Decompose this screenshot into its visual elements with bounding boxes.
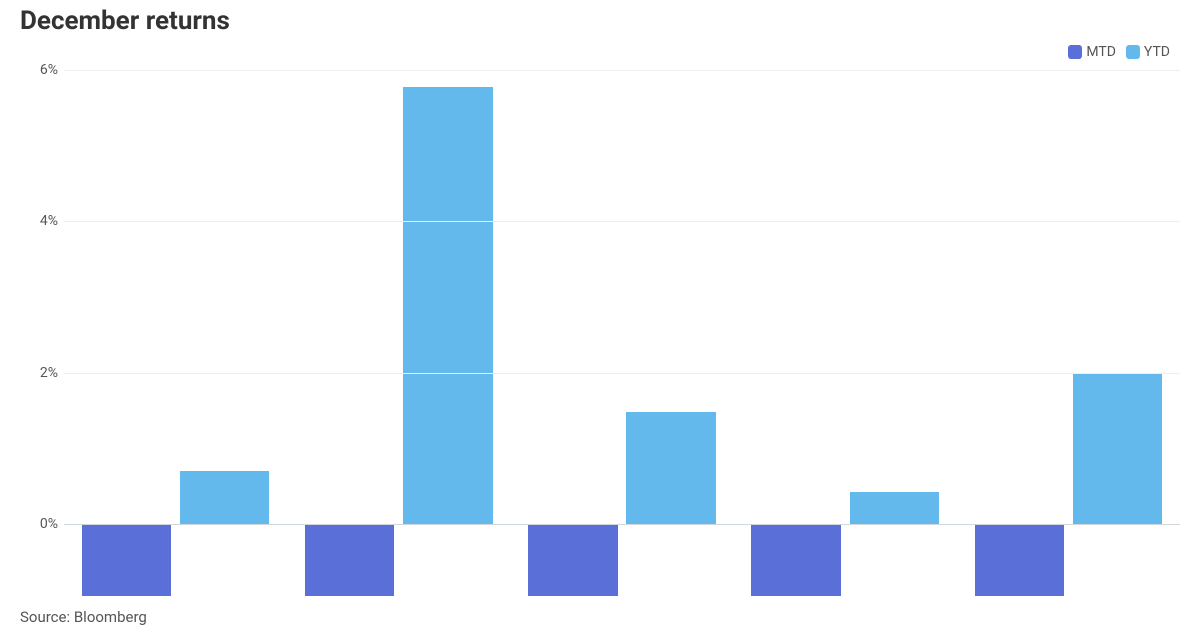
gridline xyxy=(64,221,1180,222)
legend-swatch-ytd xyxy=(1126,45,1140,59)
bar-mtd[interactable] xyxy=(751,524,840,596)
legend-swatch-mtd xyxy=(1068,45,1082,59)
gridline xyxy=(64,373,1180,374)
y-tick-label: 6% xyxy=(20,62,64,78)
legend-item-mtd[interactable]: MTD xyxy=(1068,44,1116,60)
plot-area xyxy=(64,70,1180,600)
y-tick-label: 2% xyxy=(20,365,64,381)
chart-legend: MTD YTD xyxy=(1068,44,1170,60)
bar-ytd[interactable] xyxy=(403,87,492,525)
legend-label-mtd: MTD xyxy=(1086,44,1116,60)
zero-line xyxy=(64,524,1180,525)
chart-container: December returns MTD YTD 0% 2% 4% 6% Source… xyxy=(0,0,1200,630)
legend-label-ytd: YTD xyxy=(1144,44,1170,60)
bar-ytd[interactable] xyxy=(180,471,269,524)
bar-mtd[interactable] xyxy=(82,524,171,596)
chart-plot-wrapper: 0%2%4%6% xyxy=(20,70,1180,600)
bar-mtd[interactable] xyxy=(528,524,617,596)
y-axis: 0%2%4%6% xyxy=(20,70,64,600)
bar-mtd[interactable] xyxy=(305,524,394,596)
chart-source: Source: Bloomberg xyxy=(20,608,147,626)
bar-ytd[interactable] xyxy=(626,412,715,524)
gridline xyxy=(64,70,1180,71)
y-tick-label: 0% xyxy=(20,516,64,532)
bar-ytd[interactable] xyxy=(1073,373,1162,524)
chart-title: December returns xyxy=(20,0,1180,40)
legend-item-ytd[interactable]: YTD xyxy=(1126,44,1170,60)
y-tick-label: 4% xyxy=(20,213,64,229)
bar-ytd[interactable] xyxy=(850,492,939,524)
bars-layer xyxy=(64,70,1180,600)
bar-mtd[interactable] xyxy=(975,524,1064,596)
